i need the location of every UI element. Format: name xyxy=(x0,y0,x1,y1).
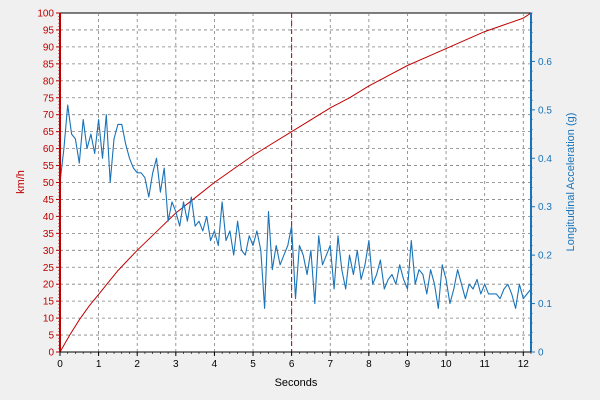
series-layer xyxy=(59,12,532,353)
x-axis-label: Seconds xyxy=(275,377,318,389)
y-right-tick-label: 0.6 xyxy=(538,57,552,68)
x-tick-label: 3 xyxy=(173,359,179,370)
x-tick-label: 2 xyxy=(134,359,140,370)
x-tick-label: 4 xyxy=(212,359,218,370)
y-left-tick-label: 100 xyxy=(37,9,54,20)
y-left-tick-label: 10 xyxy=(43,314,55,325)
x-tick-label: 10 xyxy=(441,359,453,370)
y-left-tick-label: 40 xyxy=(43,212,55,223)
y-left-tick-label: 95 xyxy=(43,25,55,36)
y-left-tick-label: 90 xyxy=(43,42,55,53)
x-tick-label: 0 xyxy=(57,359,63,370)
y-right-axis-label: Longitudinal Acceleration (g) xyxy=(565,113,577,252)
y-left-tick-label: 85 xyxy=(43,59,55,70)
y-left-tick-label: 0 xyxy=(48,348,54,359)
y-left-tick-label: 5 xyxy=(48,331,54,342)
y-left-tick-label: 70 xyxy=(43,110,55,121)
y-left-tick-label: 55 xyxy=(43,161,55,172)
x-tick-label: 12 xyxy=(518,359,530,370)
acceleration-series-line xyxy=(59,104,532,309)
y-left-tick-label: 20 xyxy=(43,280,55,291)
y-right-tick-label: 0.1 xyxy=(538,299,552,310)
x-tick-label: 7 xyxy=(327,359,333,370)
y-left-tick-label: 30 xyxy=(43,246,55,257)
x-tick-label: 1 xyxy=(96,359,102,370)
y-left-tick-label: 25 xyxy=(43,263,55,274)
y-left-tick-label: 65 xyxy=(43,127,55,138)
x-tick-label: 6 xyxy=(289,359,295,370)
y-right-tick-label: 0.2 xyxy=(538,251,552,262)
x-tick-label: 5 xyxy=(250,359,256,370)
axes xyxy=(56,12,535,356)
y-left-tick-label: 45 xyxy=(43,195,55,206)
y-right-tick-label: 0.3 xyxy=(538,202,552,213)
y-left-tick-label: 80 xyxy=(43,76,55,87)
y-left-tick-label: 75 xyxy=(43,93,55,104)
x-tick-label: 9 xyxy=(405,359,411,370)
speed-series-line xyxy=(59,12,532,353)
y-right-tick-label: 0.5 xyxy=(538,105,552,116)
y-left-axis-label: km/h xyxy=(15,170,27,194)
y-right-tick-label: 0.4 xyxy=(538,154,552,165)
x-tick-label: 11 xyxy=(479,359,490,370)
y-right-tick-label: 0 xyxy=(538,348,544,359)
y-left-tick-label: 50 xyxy=(43,178,55,189)
tick-labels: 0 1 2 3 4 5 6 7 8 9 10 11 12051015202530354045505560… xyxy=(37,9,552,371)
x-tick-label: 8 xyxy=(366,359,372,370)
y-left-tick-label: 60 xyxy=(43,144,55,155)
y-left-tick-label: 35 xyxy=(43,229,55,240)
y-left-tick-label: 15 xyxy=(43,297,55,308)
